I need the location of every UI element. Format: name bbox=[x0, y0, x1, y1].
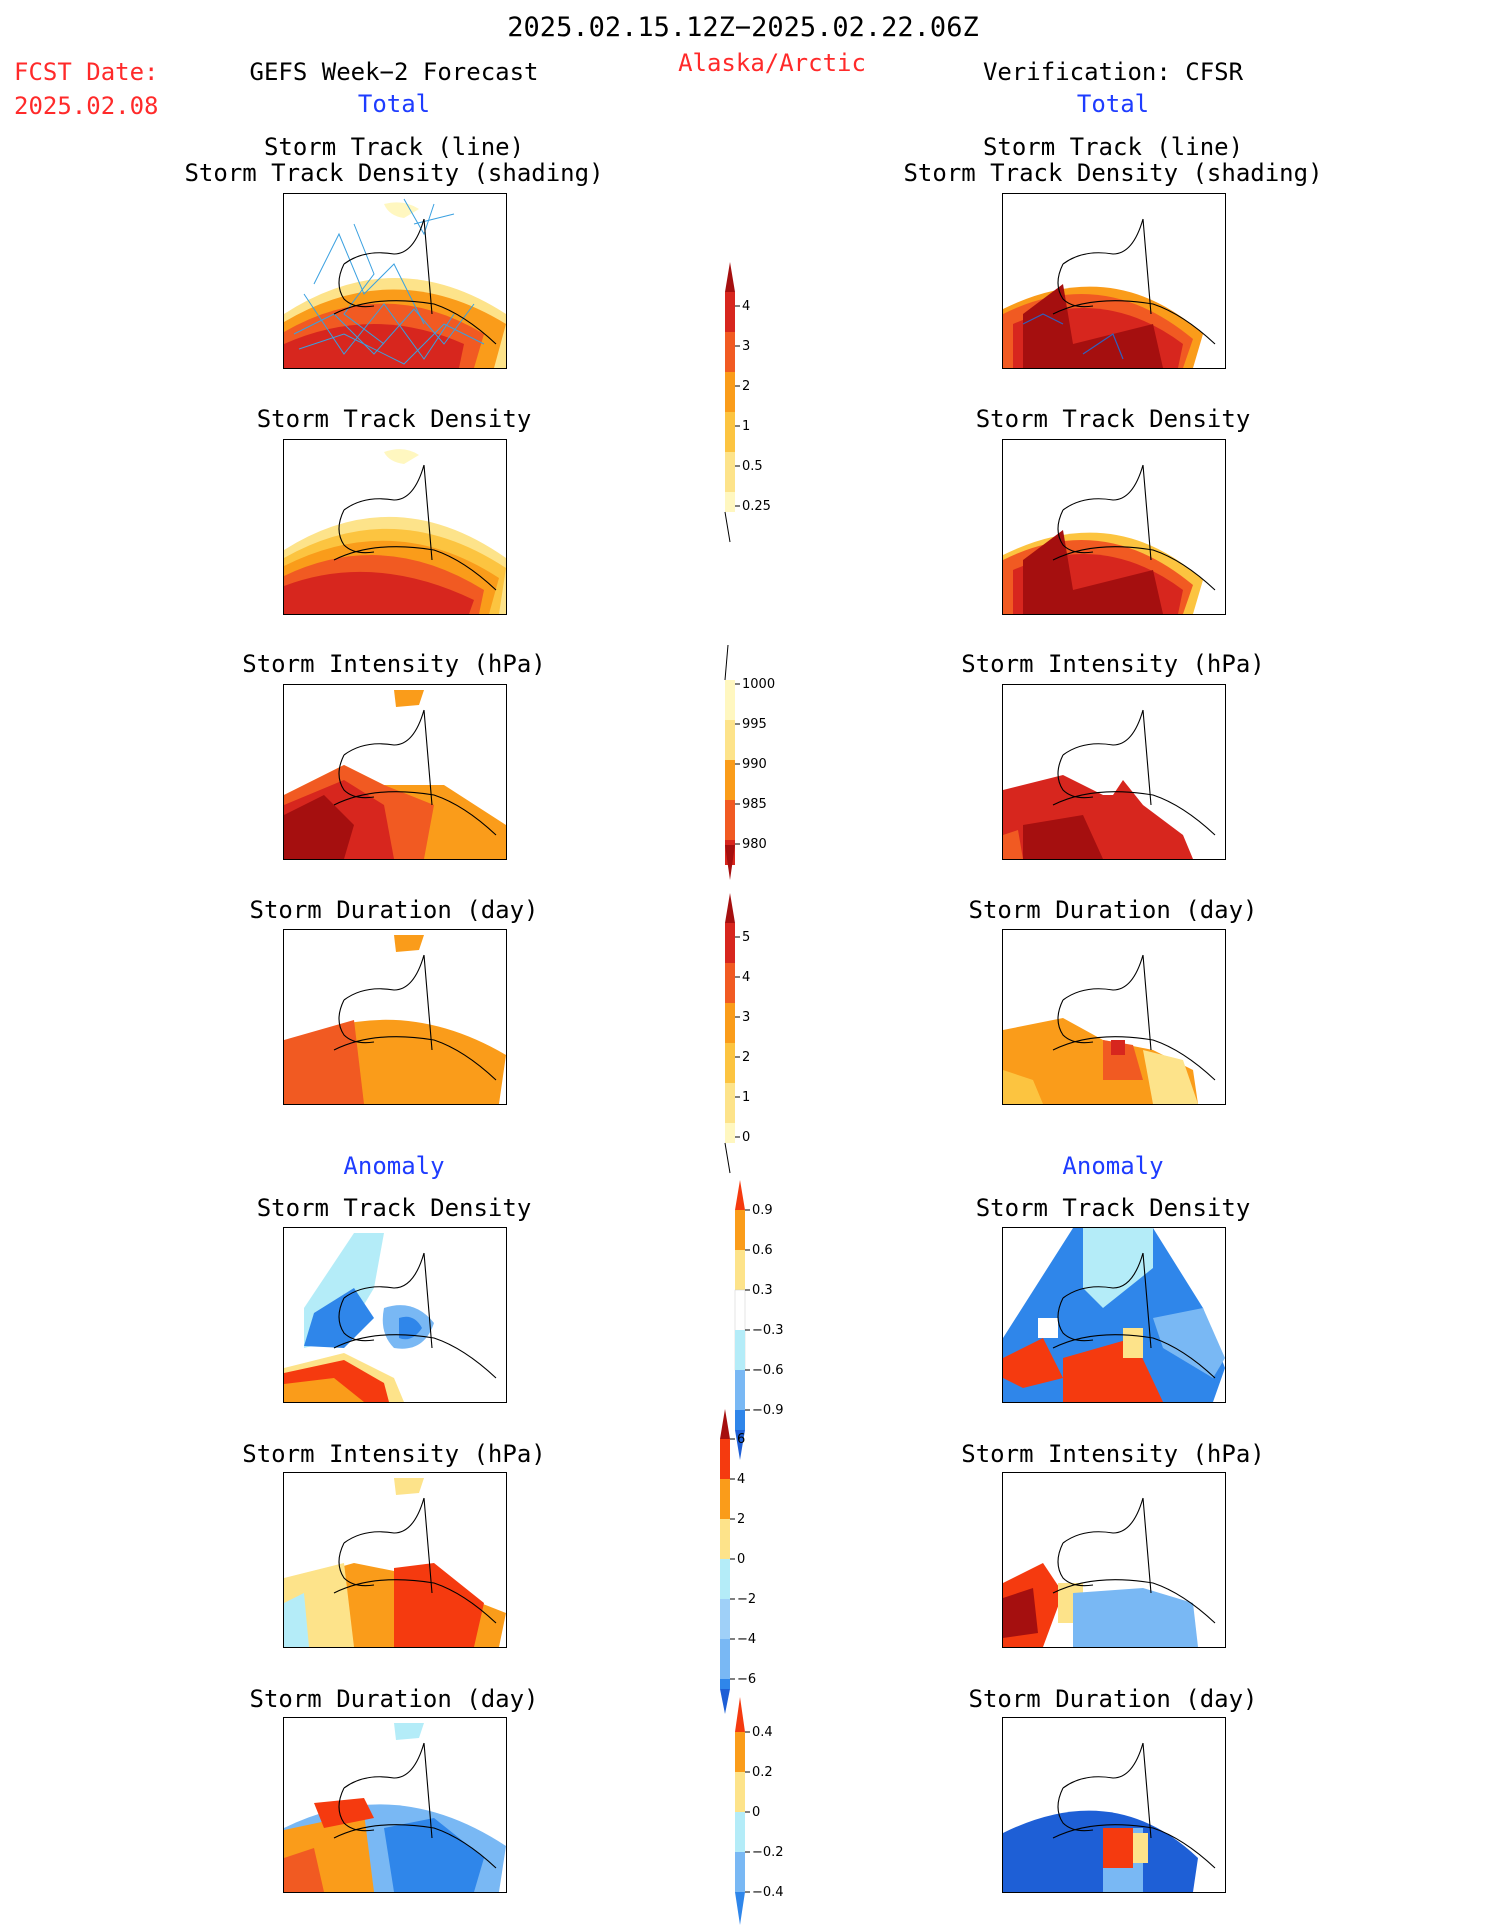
map-gefs-anom-intensity bbox=[283, 1472, 507, 1648]
left-anomaly-label: Anomaly bbox=[343, 1152, 445, 1180]
colorbar-density-anomaly: 0.9 0.6 0.3 −0.3 −0.6 −0.9 bbox=[720, 1180, 800, 1464]
right-anomaly-label: Anomaly bbox=[1062, 1152, 1164, 1180]
left-column-title: GEFS Week−2 Forecast bbox=[249, 58, 539, 86]
cbar5-label-6: 6 bbox=[737, 1432, 745, 1447]
colorbar-density-total-svg: 4 3 2 1 0.5 0.25 bbox=[724, 262, 771, 543]
right-row2-title: Storm Track Density bbox=[975, 405, 1251, 433]
right-row3-title: Storm Intensity (hPa) bbox=[961, 650, 1265, 678]
right-section-total: Total bbox=[1076, 90, 1150, 118]
colorbar-intensity-anomaly-svg: 6 4 2 0 −2 −4 −6 bbox=[720, 1409, 756, 1714]
right-column-title: Verification: CFSR bbox=[982, 58, 1244, 86]
cbar4-label-0.3: 0.3 bbox=[752, 1283, 773, 1298]
cbar6-label-neg0.2: −0.2 bbox=[752, 1845, 784, 1860]
region-label: Alaska/Arctic bbox=[678, 49, 866, 77]
map-gefs-anom-density bbox=[283, 1227, 507, 1403]
cbar1-label-0.5: 0.5 bbox=[742, 459, 763, 474]
left-row1-subtitle: Storm Track Density (shading) bbox=[184, 159, 604, 187]
cbar4-label-0.9: 0.9 bbox=[752, 1203, 773, 1218]
cbar6-label-0: 0 bbox=[752, 1805, 760, 1820]
map-gefs-track-density-lines bbox=[283, 193, 507, 369]
right-row4-title: Storm Duration (day) bbox=[968, 896, 1258, 924]
left-row6-title: Storm Intensity (hPa) bbox=[242, 1440, 546, 1468]
cbar6-label-0.4: 0.4 bbox=[752, 1725, 773, 1740]
cbar2-label-990: 990 bbox=[742, 757, 767, 772]
colorbar-duration-anomaly: 0.4 0.2 0 −0.2 −0.4 bbox=[720, 1697, 800, 1931]
left-section-total: Total bbox=[357, 90, 431, 118]
left-row7-title: Storm Duration (day) bbox=[249, 1685, 539, 1713]
fcst-date-label: FCST Date: bbox=[14, 58, 159, 86]
right-row1-subtitle: Storm Track Density (shading) bbox=[903, 159, 1323, 187]
left-row1-title: Storm Track (line) bbox=[263, 133, 525, 161]
cbar5-label-2: 2 bbox=[737, 1512, 745, 1527]
cbar6-label-0.2: 0.2 bbox=[752, 1765, 773, 1780]
colorbar-density-total: 4 3 2 1 0.5 0.25 bbox=[720, 262, 800, 549]
colorbar-intensity-total: 1000 995 990 985 980 bbox=[720, 644, 800, 889]
colorbar-duration-anomaly-svg: 0.4 0.2 0 −0.2 −0.4 bbox=[735, 1697, 784, 1925]
fcst-date-value: 2025.02.08 bbox=[14, 92, 159, 120]
map-cfsr-duration bbox=[1002, 929, 1226, 1105]
left-row4-title: Storm Duration (day) bbox=[249, 896, 539, 924]
cbar2-label-995: 995 bbox=[742, 717, 767, 732]
map-cfsr-anom-intensity bbox=[1002, 1472, 1226, 1648]
map-gefs-duration bbox=[283, 929, 507, 1105]
cbar3-label-4: 4 bbox=[742, 970, 750, 985]
map-cfsr-anom-density bbox=[1002, 1227, 1226, 1403]
colorbar-density-anomaly-svg: 0.9 0.6 0.3 −0.3 −0.6 −0.9 bbox=[734, 1180, 784, 1460]
right-row1-title: Storm Track (line) bbox=[982, 133, 1244, 161]
cbar1-label-3: 3 bbox=[742, 339, 750, 354]
cbar4-label-neg0.9: −0.9 bbox=[752, 1403, 784, 1418]
right-row6-title: Storm Intensity (hPa) bbox=[961, 1440, 1265, 1468]
map-cfsr-track-density bbox=[1002, 439, 1226, 615]
map-gefs-track-density bbox=[283, 439, 507, 615]
cbar3-label-5: 5 bbox=[742, 930, 750, 945]
cbar1-label-2: 2 bbox=[742, 379, 750, 394]
cbar5-label-neg6: −6 bbox=[737, 1672, 756, 1687]
left-row2-title: Storm Track Density bbox=[256, 405, 532, 433]
cbar3-label-0: 0 bbox=[742, 1130, 750, 1145]
cbar6-label-neg0.4: −0.4 bbox=[752, 1885, 784, 1900]
cbar4-label-neg0.6: −0.6 bbox=[752, 1363, 784, 1378]
cbar3-label-1: 1 bbox=[742, 1090, 750, 1105]
right-row7-title: Storm Duration (day) bbox=[968, 1685, 1258, 1713]
cbar1-label-1: 1 bbox=[742, 419, 750, 434]
cbar5-label-0: 0 bbox=[737, 1552, 745, 1567]
colorbar-duration-total: 5 4 3 2 1 0 bbox=[720, 893, 800, 1180]
map-cfsr-anom-duration bbox=[1002, 1717, 1226, 1893]
cbar4-label-neg0.3: −0.3 bbox=[752, 1323, 784, 1338]
cbar1-label-0.25: 0.25 bbox=[742, 499, 771, 514]
map-cfsr-track-density-lines bbox=[1002, 193, 1226, 369]
cbar2-label-985: 985 bbox=[742, 797, 767, 812]
cbar4-label-0.6: 0.6 bbox=[752, 1243, 773, 1258]
cbar5-label-neg4: −4 bbox=[737, 1632, 756, 1647]
colorbar-intensity-anomaly: 6 4 2 0 −2 −4 −6 bbox=[720, 1409, 800, 1723]
cbar3-label-3: 3 bbox=[742, 1010, 750, 1025]
right-row5-title: Storm Track Density bbox=[975, 1194, 1251, 1222]
map-gefs-anom-duration bbox=[283, 1717, 507, 1893]
cbar5-label-4: 4 bbox=[737, 1472, 745, 1487]
date-range-title: 2025.02.15.12Z−2025.02.22.06Z bbox=[507, 12, 979, 43]
cbar5-label-neg2: −2 bbox=[737, 1592, 756, 1607]
colorbar-intensity-total-svg: 1000 995 990 985 980 bbox=[724, 644, 775, 880]
cbar3-label-2: 2 bbox=[742, 1050, 750, 1065]
left-row3-title: Storm Intensity (hPa) bbox=[242, 650, 546, 678]
colorbar-duration-total-svg: 5 4 3 2 1 0 bbox=[724, 893, 750, 1174]
map-cfsr-intensity bbox=[1002, 684, 1226, 860]
left-row5-title: Storm Track Density bbox=[256, 1194, 532, 1222]
cbar2-label-1000: 1000 bbox=[742, 677, 775, 692]
cbar1-label-4: 4 bbox=[742, 299, 750, 314]
cbar2-label-980: 980 bbox=[742, 837, 767, 852]
map-gefs-intensity bbox=[283, 684, 507, 860]
